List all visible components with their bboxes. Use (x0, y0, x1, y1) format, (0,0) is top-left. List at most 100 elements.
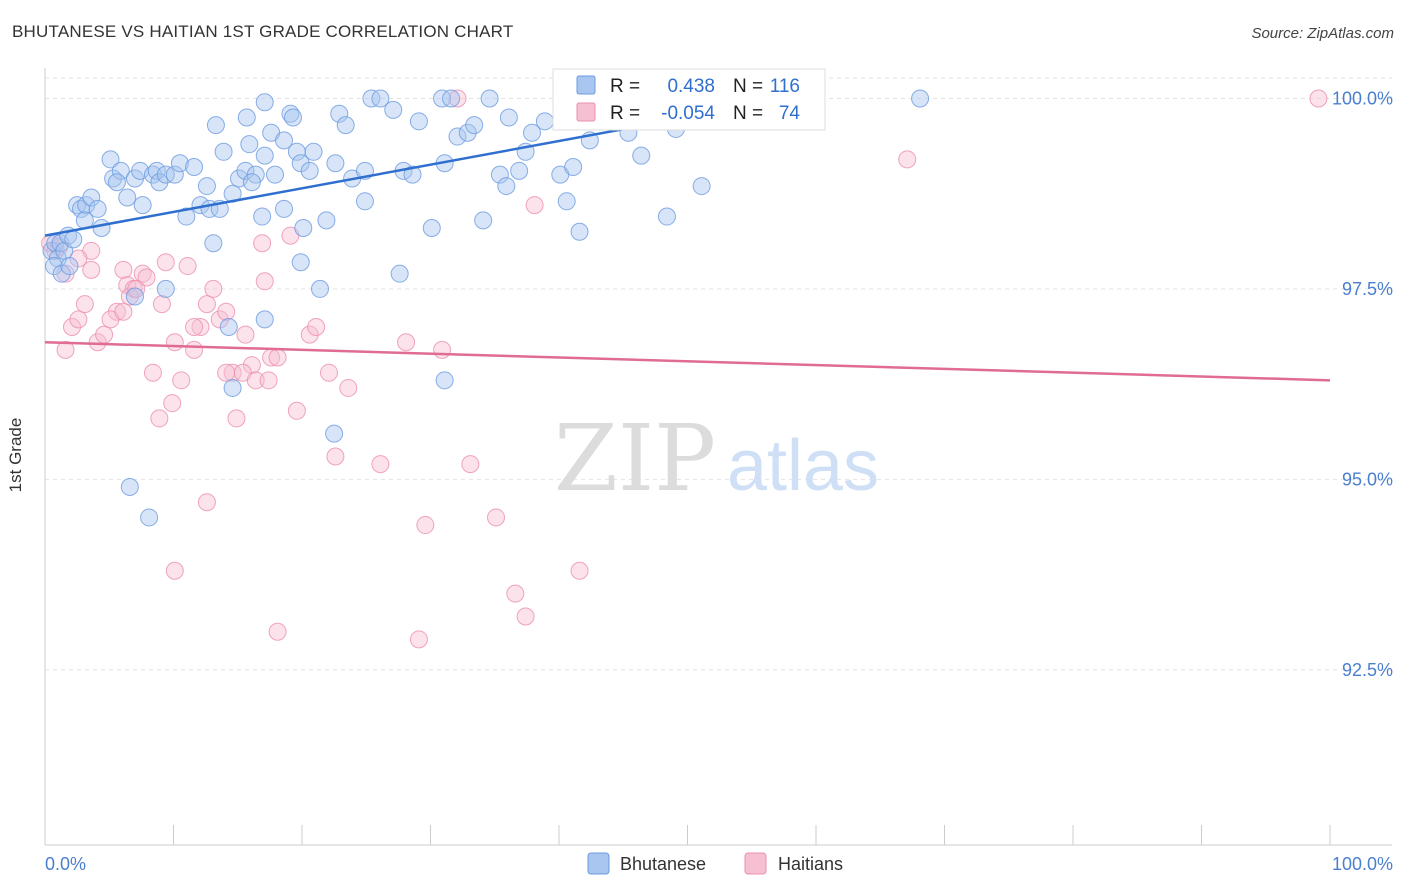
bhutanese-point (266, 165, 285, 184)
haitians-point (300, 325, 319, 344)
bhutanese-point (52, 264, 71, 283)
haitians-point (397, 333, 416, 352)
bhutanese-point (523, 123, 542, 142)
bhutanese-point (64, 230, 83, 249)
haitians-point (506, 584, 525, 603)
bhutanese-point (390, 264, 409, 283)
y-tick-label: 92.5% (1342, 660, 1393, 680)
bhutanese-point (535, 112, 554, 131)
haitians-point (570, 561, 589, 580)
stats-legend-swatch-bhutanese (576, 75, 596, 95)
bhutanese-point (44, 257, 63, 276)
bhutanese-point (284, 108, 303, 127)
haitians-point (255, 272, 274, 291)
haitians-point (525, 196, 544, 215)
bhutanese-point (118, 188, 137, 207)
haitians-point (95, 325, 114, 344)
y-tick-label: 100.0% (1332, 88, 1393, 108)
bhutanese-point (204, 234, 223, 253)
haitians-point (242, 356, 261, 375)
stats-legend-n-label: N = (733, 76, 763, 97)
haitians-point (56, 340, 75, 359)
bhutanese-point (510, 161, 529, 180)
x-tick-label: 100.0% (1332, 854, 1393, 874)
bhutanese-point (111, 161, 130, 180)
trend-line-haitians (44, 340, 1331, 382)
bhutanese-point (442, 89, 461, 108)
haitians-point (165, 333, 184, 352)
bhutanese-point (326, 154, 345, 173)
bhutanese-point (236, 161, 255, 180)
haitians-point (204, 279, 223, 298)
bhutanese-point (101, 150, 120, 169)
bhutanese-point (237, 108, 256, 127)
stats-legend-n-label: N = (733, 103, 763, 124)
bhutanese-point (692, 177, 711, 196)
haitians-point (268, 348, 287, 367)
haitians-point (152, 295, 171, 314)
haitians-point (210, 310, 229, 329)
bhutanese-point (177, 207, 196, 226)
haitians-point (172, 371, 191, 390)
bhutanese-point (206, 116, 225, 135)
bhutanese-point (465, 116, 484, 135)
haitians-point (178, 257, 197, 276)
axes (44, 68, 1392, 846)
bhutanese-point (911, 89, 930, 108)
haitians-point (150, 409, 169, 428)
haitians-point (107, 302, 126, 321)
bhutanese-point (255, 146, 274, 165)
bhutanese-point (435, 371, 454, 390)
bhutanese-point (300, 161, 319, 180)
bhutanese-point (107, 173, 126, 192)
stats-legend-swatch-haitians (576, 102, 596, 122)
watermark: ZIP atlas (554, 405, 879, 512)
bhutanese-point (325, 424, 344, 443)
haitians-point (82, 260, 101, 279)
bhutanese-point (214, 142, 233, 161)
tick-labels: 92.5% 95.0% 97.5% 100.0% 0.0% 100.0% (45, 88, 1393, 874)
haitians-point (185, 340, 204, 359)
bhutanese-point (275, 199, 294, 218)
x-tick-label: 0.0% (45, 854, 86, 874)
haitians-point (120, 287, 139, 306)
bhutanese-point (330, 104, 349, 123)
stats-legend-box (552, 68, 826, 131)
bhutanese-point (291, 253, 310, 272)
haitians-point (75, 295, 94, 314)
haitians-point (287, 401, 306, 420)
haitians-point (62, 318, 81, 336)
bhutanese-point (291, 154, 310, 173)
bhutanese-point (242, 173, 261, 192)
bhutanese-point (409, 112, 428, 131)
haitians-point (487, 508, 506, 527)
bhutanese-point (125, 287, 144, 306)
stats-legend-r-value: 0.438 (667, 76, 715, 97)
haitians-point (191, 318, 210, 336)
haitians-point (461, 455, 480, 474)
haitians-point (371, 455, 390, 474)
bhutanese-point (557, 192, 576, 211)
haitians-point (197, 295, 216, 314)
bhutanese-point (140, 508, 159, 527)
bhutanese-point (499, 108, 518, 127)
bhutanese-point (336, 116, 355, 135)
series-bhutanese-points (42, 89, 930, 527)
haitians-point (227, 409, 246, 428)
chart-title: BHUTANESE VS HAITIAN 1ST GRADE CORRELATI… (12, 22, 514, 41)
bhutanese-point (564, 158, 583, 177)
haitians-point (268, 622, 287, 641)
haitians-point (307, 318, 326, 336)
haitians-point (217, 363, 236, 382)
watermark-atlas: atlas (727, 426, 879, 506)
haitians-point (416, 516, 435, 535)
legend-swatch-bhutanese (587, 852, 610, 875)
bhutanese-point (197, 177, 216, 196)
bhutanese-point (165, 165, 184, 184)
y-tick-label: 97.5% (1342, 279, 1393, 299)
y-tick-label: 95.0% (1342, 469, 1393, 489)
haitians-point (448, 89, 467, 108)
haitians-point (197, 493, 216, 512)
stats-legend-r-value: -0.054 (661, 103, 715, 124)
